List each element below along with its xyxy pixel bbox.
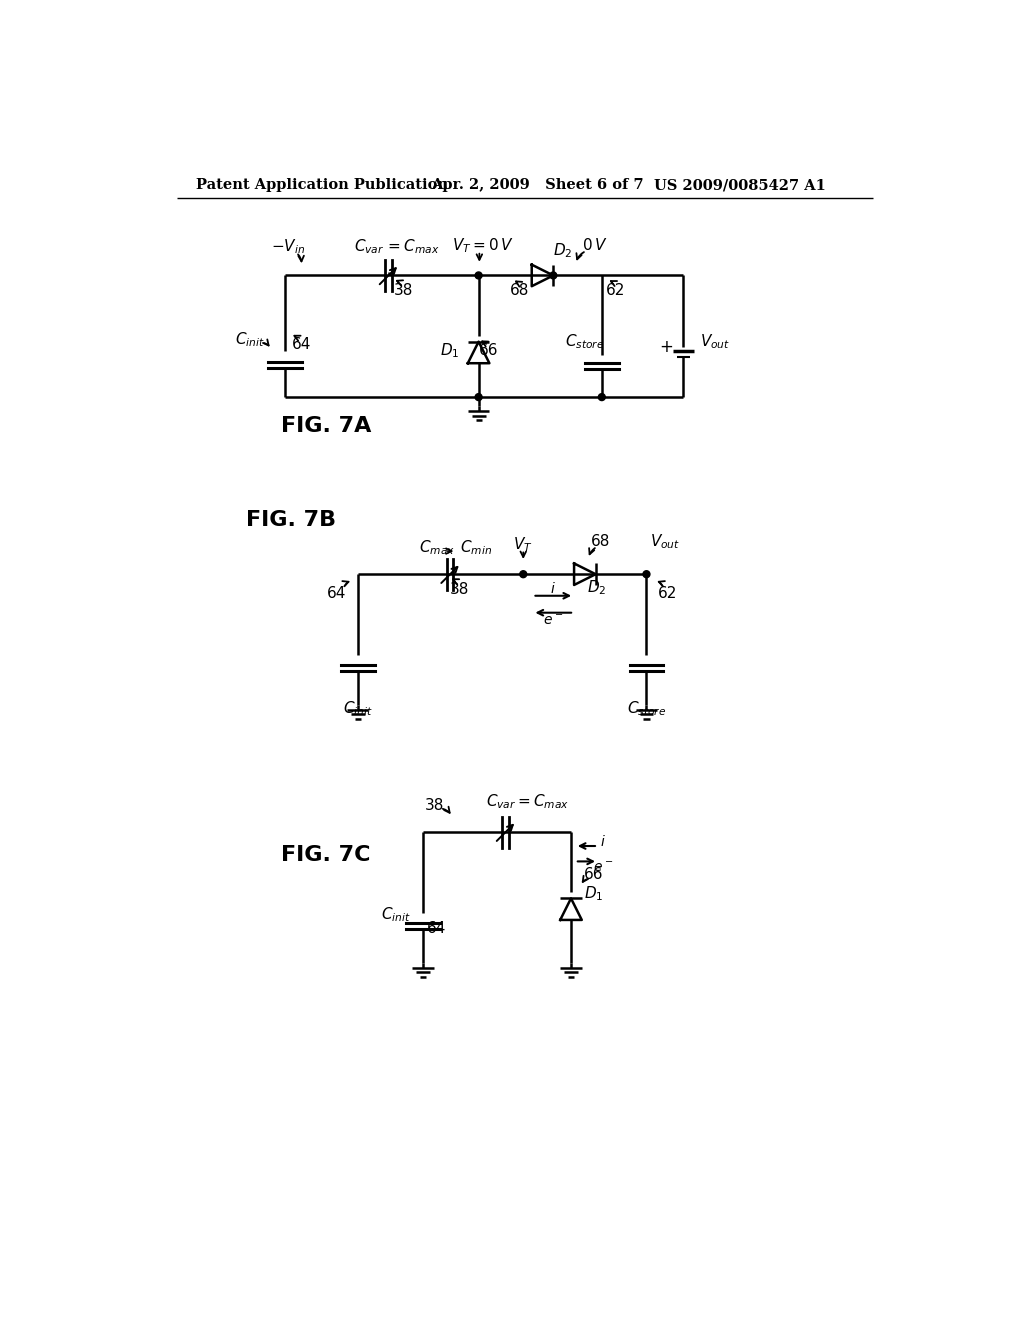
FancyArrowPatch shape — [516, 281, 522, 286]
Circle shape — [475, 272, 482, 279]
Text: $C_{init}$: $C_{init}$ — [234, 330, 265, 348]
Text: 62: 62 — [658, 586, 678, 601]
Text: Patent Application Publication: Patent Application Publication — [196, 178, 449, 193]
Circle shape — [520, 570, 526, 578]
FancyArrowPatch shape — [298, 255, 304, 261]
Circle shape — [475, 393, 482, 400]
FancyArrowPatch shape — [453, 579, 459, 585]
Text: 64: 64 — [292, 337, 311, 352]
Text: $D_2$: $D_2$ — [587, 578, 606, 597]
FancyArrowPatch shape — [263, 339, 268, 346]
Text: FIG. 7C: FIG. 7C — [281, 845, 371, 865]
Text: +: + — [659, 338, 674, 356]
Circle shape — [598, 393, 605, 400]
Text: 66: 66 — [585, 867, 604, 882]
FancyArrowPatch shape — [294, 335, 301, 341]
Text: $D_1$: $D_1$ — [585, 884, 604, 903]
Text: $i$: $i$ — [600, 834, 606, 849]
Circle shape — [550, 272, 557, 279]
Text: $e^-$: $e^-$ — [543, 614, 563, 627]
Text: $C_{max}$: $C_{max}$ — [419, 539, 456, 557]
FancyArrowPatch shape — [520, 552, 526, 557]
Text: 66: 66 — [479, 343, 499, 359]
Text: $V_T = 0\,V$: $V_T = 0\,V$ — [453, 236, 514, 255]
Text: $V_{out}$: $V_{out}$ — [700, 333, 730, 351]
Text: 68: 68 — [591, 535, 610, 549]
FancyArrowPatch shape — [397, 280, 403, 285]
Text: $D_1$: $D_1$ — [440, 342, 460, 360]
Text: $0\,V$: $0\,V$ — [582, 238, 607, 253]
Text: FIG. 7B: FIG. 7B — [246, 511, 336, 531]
Text: $C_{min}$: $C_{min}$ — [460, 539, 493, 557]
Text: $-V_{in}$: $-V_{in}$ — [271, 238, 305, 256]
Text: $C_{var} = C_{max}$: $C_{var} = C_{max}$ — [486, 792, 569, 810]
Text: Apr. 2, 2009   Sheet 6 of 7: Apr. 2, 2009 Sheet 6 of 7 — [431, 178, 643, 193]
FancyArrowPatch shape — [658, 581, 665, 586]
Circle shape — [643, 570, 650, 578]
FancyArrowPatch shape — [583, 875, 588, 882]
FancyArrowPatch shape — [442, 807, 450, 813]
Text: $V_T$: $V_T$ — [513, 536, 534, 554]
Text: $C_{var}$: $C_{var}$ — [354, 238, 384, 256]
FancyArrowPatch shape — [611, 281, 617, 286]
Text: 38: 38 — [394, 284, 414, 298]
Text: 68: 68 — [510, 284, 529, 298]
Text: $V_{out}$: $V_{out}$ — [650, 532, 681, 552]
Text: $e^-$: $e^-$ — [593, 861, 613, 875]
FancyArrowPatch shape — [578, 858, 593, 865]
FancyArrowPatch shape — [342, 581, 348, 586]
Text: $i$: $i$ — [550, 581, 556, 595]
Text: $C_{init}$: $C_{init}$ — [381, 906, 411, 924]
Text: 64: 64 — [327, 586, 346, 601]
Text: US 2009/0085427 A1: US 2009/0085427 A1 — [654, 178, 826, 193]
Text: 38: 38 — [450, 582, 469, 597]
Text: $C_{store}$: $C_{store}$ — [565, 333, 604, 351]
Text: $D_2$: $D_2$ — [553, 242, 572, 260]
Text: 64: 64 — [427, 921, 446, 936]
Text: $= C_{max}$: $= C_{max}$ — [385, 238, 439, 256]
Text: 62: 62 — [606, 284, 626, 298]
Text: $C_{init}$: $C_{init}$ — [343, 700, 373, 718]
FancyArrowPatch shape — [482, 342, 488, 346]
Text: $C_{store}$: $C_{store}$ — [627, 700, 667, 718]
FancyArrowPatch shape — [580, 843, 595, 849]
FancyArrowPatch shape — [476, 253, 482, 260]
Text: FIG. 7A: FIG. 7A — [281, 416, 371, 437]
FancyArrowPatch shape — [577, 252, 584, 259]
Text: 38: 38 — [425, 797, 444, 813]
FancyArrowPatch shape — [589, 548, 595, 554]
